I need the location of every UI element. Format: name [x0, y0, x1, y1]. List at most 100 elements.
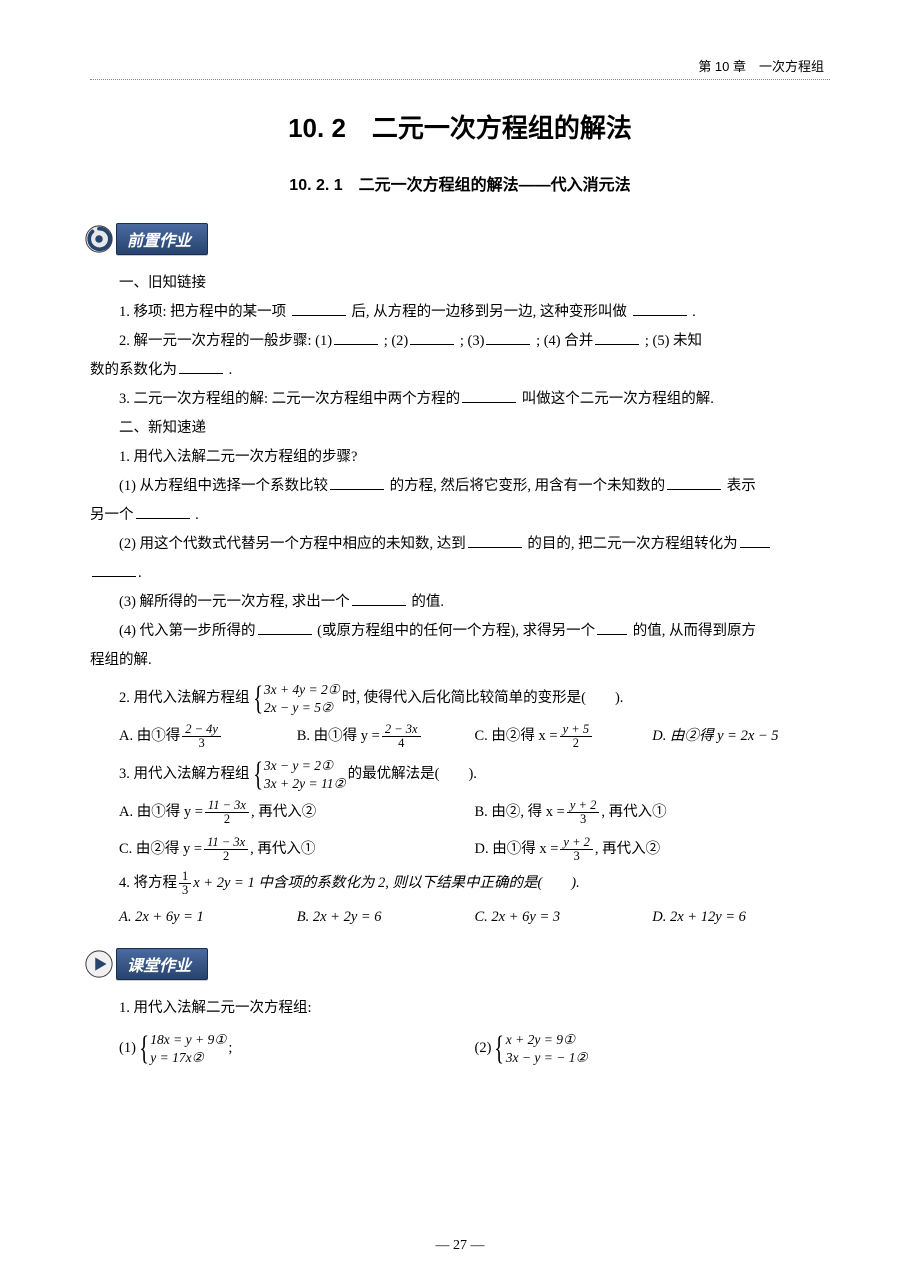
blank — [258, 621, 312, 636]
text: . — [692, 304, 696, 320]
class-q1-stem: 1. 用代入法解二元一次方程组: — [90, 994, 830, 1023]
text: , 再代入① — [601, 798, 666, 827]
q3-stem: 3. 用代入法解方程组 { 3x − y = 2① 3x + 2y = 11② … — [119, 757, 830, 792]
blank — [352, 592, 406, 607]
eq: 3x − y = 2① — [264, 757, 346, 775]
text: , 再代入① — [250, 835, 315, 864]
text: 的值. — [411, 594, 444, 610]
blank — [292, 302, 346, 317]
opt-d: D. 由②得 y = 2x − 5 — [652, 722, 830, 751]
text: ; (3) — [460, 333, 485, 349]
eq: 3x + 4y = 2① — [264, 681, 340, 699]
opt-c: C. 由②得 y = 11 − 3x2 , 再代入① — [119, 835, 475, 864]
fraction: 2 − 3x4 — [382, 723, 421, 750]
q-new-1-2-cont: . — [90, 559, 830, 588]
new-knowledge-heading: 二、新知速递 — [90, 414, 830, 443]
blank — [486, 331, 530, 346]
text: A. 由①得 y = — [119, 798, 203, 827]
blank — [462, 389, 516, 404]
text: 另一个 — [90, 507, 134, 523]
blank — [633, 302, 687, 317]
text: , 再代入② — [595, 835, 660, 864]
blank — [595, 331, 639, 346]
q3-options: A. 由①得 y = 11 − 3x2 , 再代入② B. 由②, 得 x = … — [119, 798, 830, 864]
text: ; (4) 合并 — [536, 333, 593, 349]
blank — [667, 476, 721, 491]
text: . — [138, 565, 142, 581]
blank — [179, 360, 223, 375]
play-icon — [84, 949, 114, 979]
q2-stem: 2. 用代入法解方程组 { 3x + 4y = 2① 2x − y = 5② 时… — [119, 681, 830, 716]
eq: y = 17x② — [150, 1049, 226, 1067]
q-old-1: 1. 移项: 把方程中的某一项 后, 从方程的一边移到另一边, 这种变形叫做 . — [90, 298, 830, 327]
opt-a: A. 由①得 y = 11 − 3x2 , 再代入② — [119, 798, 475, 827]
q4-options: A. 2x + 6y = 1 B. 2x + 2y = 6 C. 2x + 6y… — [119, 903, 830, 932]
class-q1-part2: (2) { x + 2y = 9① 3x − y = − 1② — [475, 1031, 831, 1066]
badge-pre-label: 前置作业 — [116, 223, 208, 255]
text: 的最优解法是( ). — [348, 763, 477, 786]
text: 的值, 从而得到原方 — [633, 623, 756, 639]
opt-d: D. 2x + 12y = 6 — [652, 903, 830, 932]
fraction: 11 − 3x2 — [205, 799, 249, 826]
text: B. 由①得 y = — [297, 722, 380, 751]
badge-class-label: 课堂作业 — [116, 948, 208, 980]
swirl-icon — [84, 224, 114, 254]
text: 后, 从方程的一边移到另一边, 这种变形叫做 — [351, 304, 627, 320]
text: (1) 从方程组中选择一个系数比较 — [119, 478, 328, 494]
pre-homework-body: 一、旧知链接 1. 移项: 把方程中的某一项 后, 从方程的一边移到另一边, 这… — [90, 269, 830, 932]
equation-system: { 3x + 4y = 2① 2x − y = 5② — [252, 681, 340, 716]
page-number: — 27 — — [0, 1238, 920, 1254]
text: 1. 移项: 把方程中的某一项 — [119, 304, 286, 320]
q4-stem: 4. 将方程 13 x + 2y = 1 中含项的系数化为 2, 则以下结果中正… — [119, 870, 830, 897]
opt-c: C. 2x + 6y = 3 — [475, 903, 653, 932]
old-knowledge-heading: 一、旧知链接 — [90, 269, 830, 298]
blank — [334, 331, 378, 346]
text: ; (5) 未知 — [645, 333, 702, 349]
class-homework-body: 1. 用代入法解二元一次方程组: (1) { 18x = y + 9① y = … — [90, 994, 830, 1066]
text: C. 由②得 y = — [119, 835, 202, 864]
text: C. 由②得 x = — [475, 722, 558, 751]
eq: x + 2y = 9① — [506, 1031, 588, 1049]
blank — [92, 563, 136, 578]
text: 表示 — [727, 478, 756, 494]
fraction: 2 − 4y3 — [182, 723, 221, 750]
equation-system: { 18x = y + 9① y = 17x② — [138, 1031, 226, 1066]
fraction: y + 23 — [560, 836, 592, 863]
opt-a: A. 2x + 6y = 1 — [119, 903, 297, 932]
text: A. 由①得 — [119, 722, 180, 751]
text: 时, 使得代入后化简比较简单的变形是( ). — [342, 687, 624, 710]
eq: 3x − y = − 1② — [506, 1049, 588, 1067]
equation-system: { x + 2y = 9① 3x − y = − 1② — [493, 1031, 587, 1066]
opt-b: B. 由②, 得 x = y + 23 , 再代入① — [475, 798, 831, 827]
q-old-2: 2. 解一元一次方程的一般步骤: (1) ; (2) ; (3) ; (4) 合… — [90, 327, 830, 356]
q-new-1-4: (4) 代入第一步所得的 (或原方程组中的任何一个方程), 求得另一个 的值, … — [90, 617, 830, 646]
q-old-3: 3. 二元一次方程组的解: 二元一次方程组中两个方程的 叫做这个二元一次方程组的… — [90, 385, 830, 414]
opt-d: D. 由①得 x = y + 23 , 再代入② — [475, 835, 831, 864]
opt-b: B. 由①得 y = 2 − 3x4 — [297, 722, 475, 751]
section-title: 10. 2 二元一次方程组的解法 — [90, 108, 830, 145]
fraction: y + 23 — [567, 799, 599, 826]
fraction: 11 − 3x2 — [204, 836, 248, 863]
eq: 3x + 2y = 11② — [264, 775, 346, 793]
q2-options: A. 由①得 2 − 4y3 B. 由①得 y = 2 − 3x4 C. 由②得… — [119, 722, 830, 751]
text: 2. 解一元一次方程的一般步骤: (1) — [119, 333, 332, 349]
text: . — [229, 362, 233, 378]
blank — [597, 621, 627, 636]
badge-pre-homework: 前置作业 — [84, 223, 830, 255]
text: (4) 代入第一步所得的 — [119, 623, 256, 639]
q-new-1-1: (1) 从方程组中选择一个系数比较 的方程, 然后将它变形, 用含有一个未知数的… — [90, 472, 830, 501]
badge-class-homework: 课堂作业 — [84, 948, 830, 980]
fraction: y + 52 — [560, 723, 592, 750]
fraction: 13 — [179, 870, 191, 897]
opt-a: A. 由①得 2 − 4y3 — [119, 722, 297, 751]
class-q1-parts: (1) { 18x = y + 9① y = 17x② ; (2) { x + … — [119, 1031, 830, 1066]
text: x + 2y = 1 中含项的系数化为 2, 则以下结果中正确的是( ). — [193, 872, 579, 895]
text: ; — [228, 1034, 232, 1063]
blank — [410, 331, 454, 346]
text: ; (2) — [384, 333, 409, 349]
text: B. 由②, 得 x = — [475, 798, 565, 827]
opt-b: B. 2x + 2y = 6 — [297, 903, 475, 932]
header-rule — [90, 79, 830, 80]
class-q1-part1: (1) { 18x = y + 9① y = 17x② ; — [119, 1031, 475, 1066]
text: (1) — [119, 1034, 136, 1063]
